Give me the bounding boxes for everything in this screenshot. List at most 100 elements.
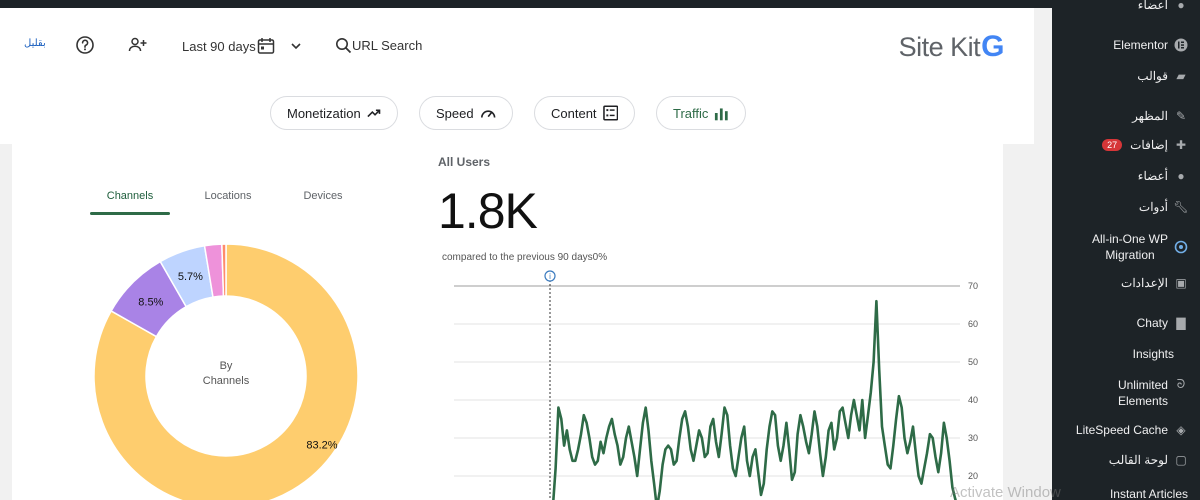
url-search-button[interactable]: URL Search xyxy=(335,37,422,54)
nav-content-label: Content xyxy=(551,105,597,121)
y-tick-label: 50 xyxy=(968,357,978,367)
sidebar-item-tools[interactable]: أدوات 🔧︎ xyxy=(1138,200,1189,214)
donut-center-line2: Channels xyxy=(203,375,250,387)
view-only-label[interactable]: بقليل xyxy=(24,38,46,49)
settings-icon: ▣ xyxy=(1175,276,1187,290)
sidebar-item-insights[interactable]: Insights xyxy=(1133,347,1174,361)
all-users-title: All Users xyxy=(438,155,491,169)
sidebar-item-plugins[interactable]: 27 إضافات ✚ xyxy=(1102,138,1188,152)
sidebar-label: لوحة القالب xyxy=(1108,453,1168,467)
sidebar-item-unlimited-elements[interactable]: Unlimited Elements ᘐ xyxy=(1118,377,1188,409)
elementor-icon xyxy=(1174,38,1188,52)
sidebar-label: Instant Articles xyxy=(1109,487,1188,500)
y-tick-label: 30 xyxy=(968,433,978,443)
sidebar-label: Unlimited xyxy=(1117,378,1168,392)
donut-slice-label-0: 83.2% xyxy=(306,440,337,452)
sidebar-item-appearance[interactable]: المظهر ✎ xyxy=(1132,109,1188,123)
sidebar-item-litespeed-cache[interactable]: LiteSpeed Cache ◈ xyxy=(1076,423,1188,437)
compared-text: compared to the previous 90 days0% xyxy=(442,252,608,263)
chevron-down-icon xyxy=(291,43,301,50)
help-button[interactable] xyxy=(75,35,95,55)
sidebar-label: Insights xyxy=(1132,347,1174,361)
channels-donut-chart: By Channels 83.2% 8.5% 5.7% xyxy=(93,243,359,500)
wrench-icon: 🔧︎ xyxy=(1173,200,1189,214)
nav-monetization-label: Monetization xyxy=(287,105,361,121)
tab-devices[interactable]: Devices xyxy=(303,190,343,202)
list-icon xyxy=(602,105,618,121)
sidebar-label: Chaty xyxy=(1136,316,1168,330)
sidebar-label: قوالب xyxy=(1137,69,1168,83)
tab-channels[interactable]: Channels xyxy=(106,190,154,202)
sidebar-label: أدوات xyxy=(1138,200,1168,214)
search-icon xyxy=(336,38,352,54)
add-user-button[interactable] xyxy=(128,36,148,54)
sidebar-label: المظهر xyxy=(1132,109,1168,123)
sidebar-label-group: Unlimited Elements xyxy=(1118,377,1168,409)
nav-monetization[interactable]: Monetization xyxy=(270,96,398,130)
calendar-icon xyxy=(257,38,274,54)
wp-admin-sidebar: أعضاء ● Elementor قوالب ▰ المظهر ✎ 27 إض… xyxy=(1052,0,1200,500)
litespeed-icon: ◈ xyxy=(1176,423,1186,437)
y-tick-label: 70 xyxy=(968,281,978,291)
google-g-logo: G xyxy=(981,30,1004,63)
svg-text:i: i xyxy=(549,272,551,281)
sidebar-label: Elementor xyxy=(1113,38,1168,52)
sidebar-item-elementor[interactable]: Elementor xyxy=(1113,38,1188,52)
nav-traffic-label: Traffic xyxy=(673,105,709,121)
sidebar-item-templates[interactable]: قوالب ▰ xyxy=(1137,69,1188,83)
nav-speed-label: Speed xyxy=(436,105,474,121)
y-tick-label: 20 xyxy=(968,471,978,481)
plugins-update-badge: 27 xyxy=(1102,139,1123,151)
y-tick-label: 40 xyxy=(968,395,978,405)
sidebar-label: LiteSpeed Cache xyxy=(1075,423,1168,437)
donut-slice-0[interactable] xyxy=(93,243,359,500)
sidebar-item-members[interactable]: أعضاء ● xyxy=(1138,169,1188,183)
donut-slice-label-2: 5.7% xyxy=(178,271,203,283)
view-only-text: بقليل xyxy=(24,38,46,49)
date-range-selector[interactable]: Last 90 days xyxy=(182,37,303,55)
brush-icon: ✎ xyxy=(1175,109,1187,123)
speedometer-icon xyxy=(480,110,495,118)
sidebar-item-all-in-one-migration[interactable]: All-in-One WP Migration xyxy=(1092,231,1188,263)
all-users-card: Channels Locations Devices By Channels 8… xyxy=(12,144,1003,500)
y-tick-label: 60 xyxy=(968,319,978,329)
nav-content[interactable]: Content xyxy=(534,96,635,130)
sidebar-item-settings[interactable]: الإعدادات ▣ xyxy=(1121,276,1188,290)
folder-icon: ▰ xyxy=(1176,69,1186,83)
site-kit-logo: Site Kit G xyxy=(898,30,1005,64)
elements-icon: ᘐ xyxy=(1176,376,1186,391)
sidebar-item-instant-articles[interactable]: Instant Articles xyxy=(1110,487,1188,500)
sidebar-label: أعضاء xyxy=(1137,0,1168,12)
donut-slice-4[interactable] xyxy=(221,243,227,297)
sidebar-item-theme-panel[interactable]: لوحة القالب ▢ xyxy=(1109,453,1188,467)
sidebar-label: الإعدادات xyxy=(1121,276,1168,290)
donut-slice-label-1: 8.5% xyxy=(138,296,163,308)
sidebar-label: أعضاء xyxy=(1137,169,1168,183)
sidebar-label-line2: Migration xyxy=(1105,248,1155,262)
sidebar-item-members-top[interactable]: أعضاء ● xyxy=(1138,0,1188,12)
annotation-info-icon[interactable]: i xyxy=(544,270,556,282)
url-search-label: URL Search xyxy=(352,38,423,53)
add-user-icon xyxy=(128,37,147,52)
sidebar-label: All-in-One WP xyxy=(1091,232,1168,246)
tab-active-underline xyxy=(90,212,170,215)
panel-icon: ▢ xyxy=(1175,453,1187,467)
nav-speed[interactable]: Speed xyxy=(419,96,513,130)
date-range-label: Last 90 days xyxy=(182,38,256,54)
sidebar-item-chaty[interactable]: Chaty ▇ xyxy=(1137,316,1188,330)
all-users-total: 1.8K xyxy=(438,183,538,239)
activate-windows-watermark: Activate Window xyxy=(950,484,1061,500)
bar-chart-icon xyxy=(715,108,729,121)
all-users-series-line xyxy=(552,299,957,500)
logo-text: Site Kit xyxy=(898,31,981,62)
all-users-line-chart: 70 60 50 40 30 20 i xyxy=(454,270,978,500)
nav-traffic[interactable]: Traffic xyxy=(656,96,746,130)
sidebar-label-line2: Elements xyxy=(1117,394,1168,408)
help-icon xyxy=(76,36,94,54)
chat-icon: ▇ xyxy=(1176,316,1186,330)
tab-locations[interactable]: Locations xyxy=(204,190,252,202)
user-icon: ● xyxy=(1177,169,1185,183)
plugin-icon: ✚ xyxy=(1175,138,1187,152)
sidebar-label: إضافات xyxy=(1130,138,1168,152)
user-icon: ● xyxy=(1177,0,1185,12)
